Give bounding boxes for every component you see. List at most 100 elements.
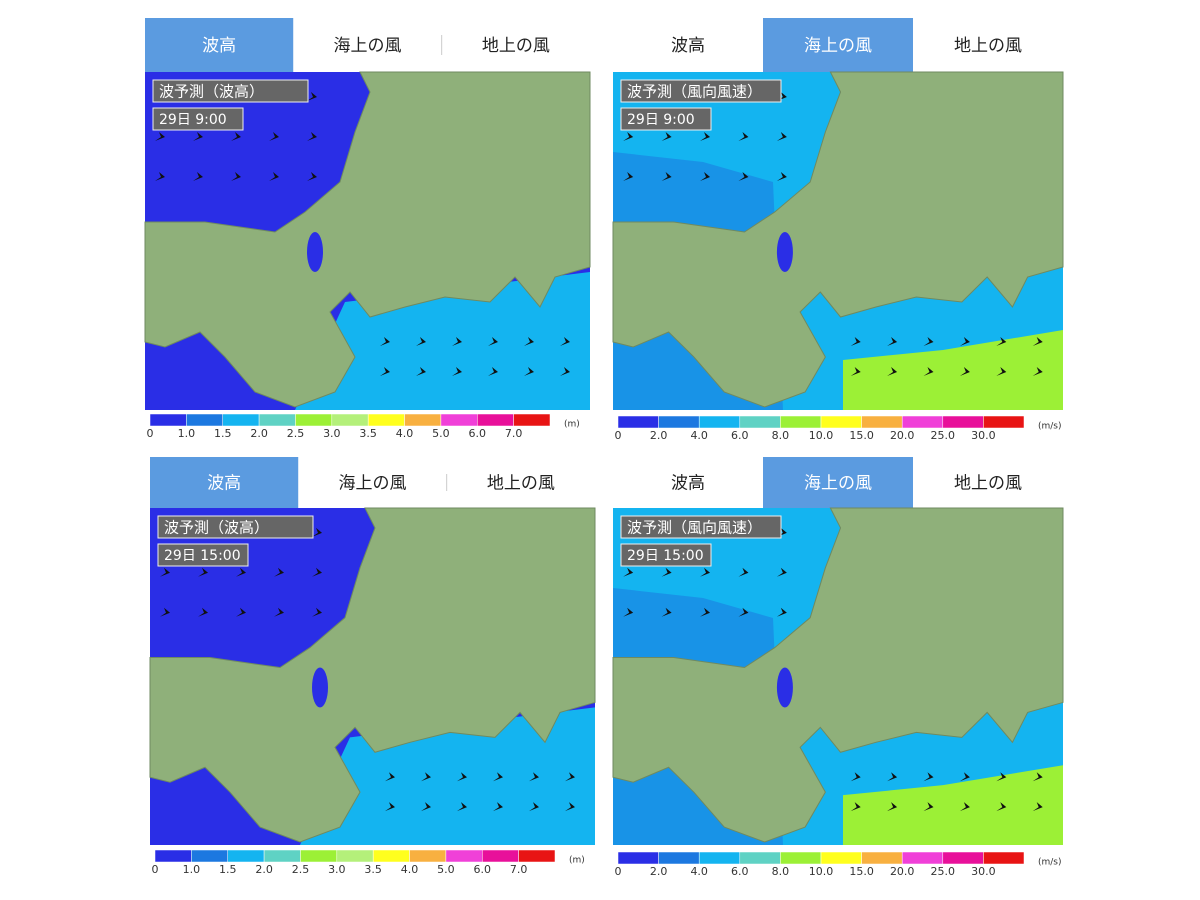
tab-label[interactable]: 海上の風 — [804, 474, 872, 494]
legend-swatch — [222, 413, 260, 427]
tab-label[interactable]: 地上の風 — [954, 474, 1022, 494]
wind-arrow — [996, 337, 1007, 346]
wind-arrow — [236, 607, 246, 617]
legend-label: 10.0 — [809, 865, 834, 878]
wind-arrow — [623, 567, 634, 577]
legend-swatch — [861, 415, 903, 429]
wind-arrow — [457, 802, 467, 812]
wind-arrow — [274, 567, 284, 577]
legend-swatch — [404, 413, 442, 427]
land — [144, 71, 591, 408]
legend-swatch — [258, 413, 296, 427]
wind-arrow — [385, 802, 395, 812]
wind-arrow — [307, 172, 317, 181]
wind-arrow — [959, 802, 970, 812]
wind-arrow — [307, 92, 317, 101]
wind-arrow — [700, 567, 711, 577]
lake — [776, 232, 793, 272]
title-box — [620, 79, 782, 103]
tab[interactable] — [763, 457, 913, 508]
wind-arrow — [155, 172, 165, 181]
tab[interactable] — [150, 457, 299, 508]
legend-label: 8.0 — [772, 429, 790, 442]
title-box — [620, 515, 782, 539]
wind-arrow — [959, 337, 970, 346]
legend-label: 7.0 — [510, 863, 528, 876]
wind-arrow — [380, 337, 390, 346]
legend-swatch — [698, 415, 741, 429]
legend-label: 2.5 — [292, 863, 310, 876]
land — [612, 71, 1064, 408]
legend-swatch — [942, 851, 984, 865]
tab-label[interactable]: 波高 — [207, 474, 241, 494]
tab[interactable] — [613, 457, 763, 508]
legend-swatch — [780, 415, 822, 429]
wind-arrow — [493, 802, 503, 812]
wind-arrow — [850, 802, 861, 812]
legend-label: 5.0 — [432, 427, 450, 440]
wind-arrow — [776, 567, 787, 577]
legend-label: 4.0 — [396, 427, 414, 440]
legend-swatch — [658, 851, 700, 865]
wind-arrow — [524, 337, 534, 346]
tab[interactable] — [913, 457, 1063, 508]
land — [612, 507, 1064, 843]
legend-swatch — [440, 413, 478, 427]
wind-arrow — [524, 367, 534, 376]
legend-swatch — [698, 851, 741, 865]
wind-arrow — [416, 367, 426, 376]
map: 波予測（波高） 29日 15:00 — [149, 507, 596, 845]
map-title: 波予測（風向風速） — [627, 519, 762, 537]
legend-label: 3.5 — [364, 863, 382, 876]
wind-arrow — [312, 527, 322, 537]
tab-label[interactable]: 波高 — [671, 474, 705, 494]
tab-label[interactable]: 海上の風 — [334, 36, 402, 56]
tab[interactable] — [293, 18, 442, 72]
tab[interactable] — [441, 18, 590, 72]
tab-label[interactable]: 海上の風 — [804, 36, 872, 56]
tab-label[interactable]: 地上の風 — [487, 474, 555, 494]
legend-label: 4.0 — [690, 429, 708, 442]
wind-arrow — [385, 772, 395, 782]
map-title: 波予測（波高） — [159, 83, 264, 101]
tab[interactable] — [446, 457, 595, 508]
wind-arrow — [155, 132, 165, 141]
wind-arrow — [850, 367, 861, 376]
legend-swatch — [409, 849, 447, 863]
legend-label: 15.0 — [849, 429, 874, 442]
wind-arrow — [887, 337, 898, 346]
wind-arrow — [623, 132, 634, 141]
map-time: 29日 15:00 — [627, 548, 704, 564]
wind-arrow — [274, 607, 284, 617]
legend-swatch — [513, 413, 551, 427]
tab-label[interactable]: 波高 — [671, 36, 705, 56]
legend-label: 0 — [615, 865, 622, 878]
tab[interactable] — [145, 18, 294, 72]
tab[interactable] — [913, 18, 1063, 72]
legend-label: 6.0 — [469, 427, 487, 440]
tab-label[interactable]: 波高 — [202, 36, 236, 56]
legend: 0 2.0 4.0 6.0 8.0 10.0 15.0 20.0 25.0 30.0 (m/s) — [615, 415, 1062, 442]
legend-swatch — [739, 851, 781, 865]
wind-arrow — [738, 132, 749, 141]
wind-arrow — [1032, 367, 1043, 376]
wind-arrow — [269, 132, 279, 141]
wind-arrow — [661, 132, 672, 141]
legend-label: 3.5 — [359, 427, 377, 440]
legend-swatch — [617, 415, 659, 429]
tab-label[interactable]: 地上の風 — [482, 36, 550, 56]
legend-swatch — [739, 415, 781, 429]
tab-label[interactable]: 地上の風 — [954, 36, 1022, 56]
legend-label: 2.0 — [255, 863, 273, 876]
tab-label[interactable]: 海上の風 — [339, 474, 407, 494]
tab[interactable] — [298, 457, 447, 508]
legend-label: 2.0 — [650, 429, 668, 442]
wind-arrow — [700, 607, 711, 617]
tab[interactable] — [763, 18, 913, 72]
wind-arrow — [700, 172, 711, 181]
wind-arrow — [198, 607, 208, 617]
time-box — [152, 107, 244, 131]
tab[interactable] — [613, 18, 763, 72]
legend-label: 1.5 — [214, 427, 232, 440]
